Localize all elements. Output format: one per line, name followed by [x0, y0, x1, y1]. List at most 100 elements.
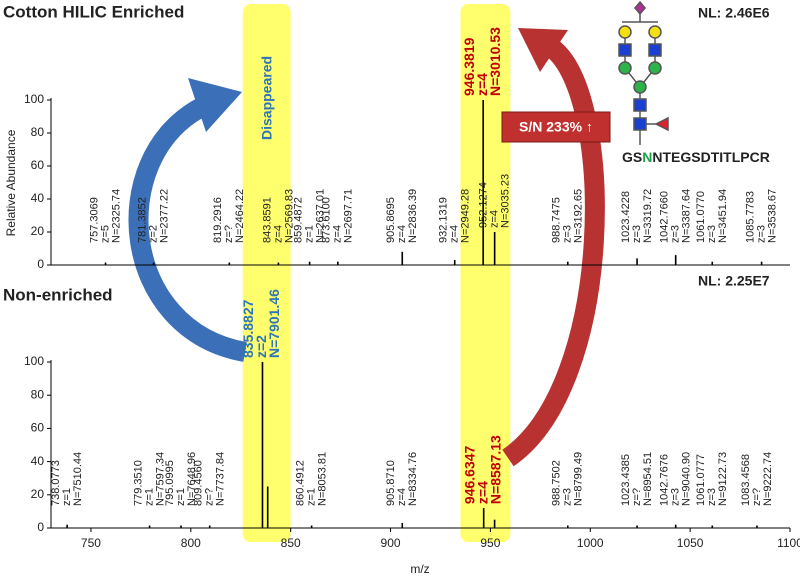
peak-label: N=8334.76 [407, 452, 419, 506]
peak-label: N=9040.90 [681, 452, 693, 506]
y-tick-label: 100 [24, 354, 44, 368]
peak-label: 1023.4385 [620, 454, 632, 506]
y-tick-label: 20 [31, 224, 45, 238]
highlight-band [460, 4, 511, 542]
blue-arrowhead [188, 78, 242, 132]
peak-label: z=3 [670, 488, 682, 506]
chart-title: Non-enriched [3, 285, 113, 304]
peak-label: 738.0773 [50, 460, 62, 506]
peak-label: z=3 [670, 225, 682, 243]
peak-label: z=? [204, 488, 216, 506]
peak-label: z=4 [272, 225, 284, 243]
peak-label: z=1 [304, 225, 316, 243]
sequence-site: N [642, 149, 652, 165]
peak-label: z=4 [332, 225, 344, 243]
sequence-part: GS [622, 149, 642, 165]
x-tick-label: 800 [181, 536, 201, 550]
peak-label: 860.4912 [295, 460, 307, 506]
peak-label: 835.8827 [240, 299, 256, 358]
y-tick-label: 100 [24, 92, 44, 106]
peak-label: 795.0995 [164, 460, 176, 506]
glycan [618, 0, 669, 145]
sn-box [501, 111, 611, 143]
peak-label: z=3 [706, 488, 718, 506]
sequence: GSNNTEGSDTITLPCR [622, 149, 770, 165]
red-arrowhead [518, 28, 568, 72]
peak-label: z=3 [562, 225, 574, 243]
peak-label: z=3 [756, 225, 768, 243]
x-tick-label: 900 [381, 536, 401, 550]
sequence-part: NTEGSDTITLPCR [652, 149, 769, 165]
sn-label: S/N 233% ↑ [519, 119, 593, 135]
peak-label: 859.4872 [293, 197, 305, 243]
peak-label: N=2325.74 [110, 189, 122, 243]
peak-label: z=1 [143, 488, 155, 506]
peak-label: 1061.0777 [695, 454, 707, 506]
x-axis-label: m/z [410, 562, 429, 576]
peak-label: N=9222.74 [762, 452, 774, 506]
peak-label: N=2377.22 [159, 189, 171, 243]
peak-label: z=3 [706, 225, 718, 243]
y-tick-label: 40 [31, 454, 45, 468]
peak-label: 952.1274 [478, 182, 490, 228]
peak-label: N=7648.96 [186, 452, 198, 506]
peak-label: 809.4560 [193, 460, 205, 506]
peak-label: z=? [751, 488, 763, 506]
peak-label: N=8799.49 [573, 452, 585, 506]
peak-label: z=1 [61, 488, 73, 506]
blue-arrow [128, 99, 247, 362]
x-tick-label: 950 [480, 536, 500, 550]
peak-label: 819.2916 [212, 197, 224, 243]
peak-label: N=2836.39 [407, 189, 419, 243]
peak-label: 905.8710 [385, 460, 397, 506]
y-tick-label: 0 [37, 520, 44, 534]
peak-label: z=? [631, 488, 643, 506]
y-tick-label: 20 [31, 487, 45, 501]
peak-label: 1083.4568 [740, 454, 752, 506]
peak-label: N=7597.34 [154, 452, 166, 506]
highlight-bands [242, 4, 511, 542]
red-arrow [502, 40, 605, 467]
nl-label: NL: 2.46E6 [698, 5, 770, 21]
x-tick-label: 1000 [577, 536, 604, 550]
spectra: 0 20 40 60 80 100 757.3069 z=5 N=2325.74 781.3852… [24, 27, 800, 550]
x-tick-label: 1100 [777, 536, 800, 550]
peak-label: 1042.7660 [659, 191, 671, 243]
peak-label: 988.7502 [551, 460, 563, 506]
peak-label: N=2569.83 [283, 189, 295, 243]
peak-label: 781.3852 [137, 197, 149, 243]
y-tick-label: 80 [31, 387, 45, 401]
peak-label: 1042.7676 [659, 454, 671, 506]
peak-label: 988.7475 [551, 197, 563, 243]
peak-label: N=3538.67 [767, 189, 779, 243]
peak-label: N=7737.84 [215, 452, 227, 506]
peak-label: 843.8591 [261, 197, 273, 243]
peak-label: N=8587.13 [487, 435, 503, 504]
peak-label: z=4 [474, 481, 490, 504]
peak-label: N=3192.65 [573, 189, 585, 243]
peak-label: z=2 [148, 225, 160, 243]
peak-label: z=4 [489, 210, 501, 228]
y-tick-label: 40 [31, 191, 45, 205]
disappeared-label: Disappeared [259, 56, 275, 140]
highlight-band [242, 4, 291, 542]
peak-label: 946.3819 [461, 37, 477, 96]
peak-label: z=3 [562, 488, 574, 506]
x-tick-label: 1050 [677, 536, 704, 550]
peak-label: 757.3069 [88, 197, 100, 243]
peak-label: z=4 [396, 225, 408, 243]
y-tick-label: 60 [31, 158, 45, 172]
peak-label: N=2464.22 [234, 189, 246, 243]
peak-label: N=7510.44 [72, 452, 84, 506]
peak-label: 1085.7783 [745, 191, 757, 243]
peak-label: N=9122.73 [717, 452, 729, 506]
peak-label: N=3387.64 [681, 189, 693, 243]
peak-label: z=4 [474, 73, 490, 96]
peak-label: 1023.4228 [620, 191, 632, 243]
peak-label: z=3 [631, 225, 643, 243]
peak-label: N=8053.81 [317, 452, 329, 506]
peak-label: z=5 [99, 225, 111, 243]
peak-label: N=2949.28 [460, 189, 472, 243]
peak-label: 946.6347 [461, 445, 477, 504]
